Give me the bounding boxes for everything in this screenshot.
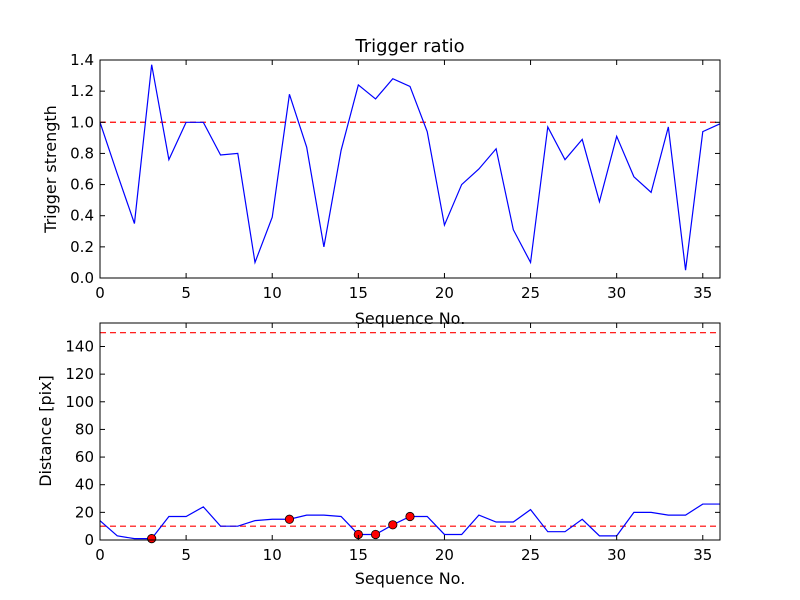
trigger-plot-area xyxy=(99,59,721,279)
trigger-y-tick-label: 1.4 xyxy=(70,51,94,69)
trigger-x-tick-label: 30 xyxy=(607,284,626,302)
distance-x-axis-ticks: 0 5 10 15 20 25 30 35 xyxy=(95,323,712,564)
distance-axes-frame xyxy=(99,322,721,541)
distance-y-tick-label: 20 xyxy=(75,503,94,521)
distance-y-tick-label: 40 xyxy=(75,476,94,494)
trigger-y-tick-label: 0.6 xyxy=(70,176,94,194)
trigger-y-tick-label: 0.8 xyxy=(70,144,94,162)
trigger-y-axis-label: Trigger strength xyxy=(41,105,60,234)
trigger-axes-frame xyxy=(99,59,721,279)
trigger-y-tick-label: 0.2 xyxy=(70,238,94,256)
distance-y-tick-label: 120 xyxy=(65,365,94,383)
distance-x-tick-label: 25 xyxy=(521,546,540,564)
distance-marker xyxy=(284,514,295,524)
distance-x-tick-label: 20 xyxy=(435,546,454,564)
trigger-y-tick-label: 1.0 xyxy=(70,113,94,131)
distance-y-tick-label: 140 xyxy=(65,337,94,355)
distance-chart: 0 5 10 15 20 25 30 35 0 20 40 60 80 100 120 140 Sequen… xyxy=(36,322,721,588)
distance-x-tick-label: 15 xyxy=(349,546,368,564)
distance-marker xyxy=(405,511,415,522)
trigger-x-tick-label: 15 xyxy=(349,284,368,302)
distance-y-axis-ticks: 0 20 40 60 80 100 120 140 xyxy=(65,337,720,549)
distance-marker xyxy=(388,520,398,530)
trigger-x-axis-ticks: 0 5 10 15 20 25 30 35 xyxy=(95,60,712,302)
trigger-x-tick-label: 25 xyxy=(521,284,540,302)
trigger-x-tick-label: 0 xyxy=(95,284,105,302)
trigger-y-tick-label: 0.4 xyxy=(70,207,94,225)
distance-x-tick-label: 5 xyxy=(181,546,191,564)
trigger-y-axis-ticks: 0.0 0.2 0.4 0.6 0.8 1.0 1.2 1.4 xyxy=(70,51,720,287)
trigger-x-tick-label: 10 xyxy=(263,284,282,302)
distance-marker xyxy=(147,534,157,544)
distance-y-tick-label: 80 xyxy=(75,420,94,438)
distance-y-tick-label: 60 xyxy=(75,448,94,466)
distance-y-tick-label: 100 xyxy=(65,393,94,411)
trigger-x-tick-label: 20 xyxy=(435,284,454,302)
trigger-y-tick-label: 0.0 xyxy=(70,269,94,287)
chart-title: Trigger ratio xyxy=(354,36,464,57)
distance-x-tick-label: 35 xyxy=(693,546,712,564)
trigger-x-axis-label: Sequence No. xyxy=(355,309,466,328)
distance-y-tick-label: 0 xyxy=(84,531,94,549)
distance-x-tick-label: 10 xyxy=(263,546,282,564)
distance-x-tick-label: 0 xyxy=(95,546,105,564)
distance-y-axis-label: Distance [pix] xyxy=(36,375,55,487)
distance-x-tick-label: 30 xyxy=(607,546,626,564)
trigger-ratio-chart: Trigger ratio 0 5 10 15 20 25 30 35 0.00.20.40.… xyxy=(41,36,721,328)
distance-x-axis-label: Sequence No. xyxy=(355,569,466,588)
trigger-y-tick-label: 1.2 xyxy=(70,82,94,100)
trigger-x-tick-label: 5 xyxy=(181,284,191,302)
trigger-x-tick-label: 35 xyxy=(693,284,712,302)
distance-marker xyxy=(370,529,381,540)
trigger-series-line xyxy=(99,64,721,271)
